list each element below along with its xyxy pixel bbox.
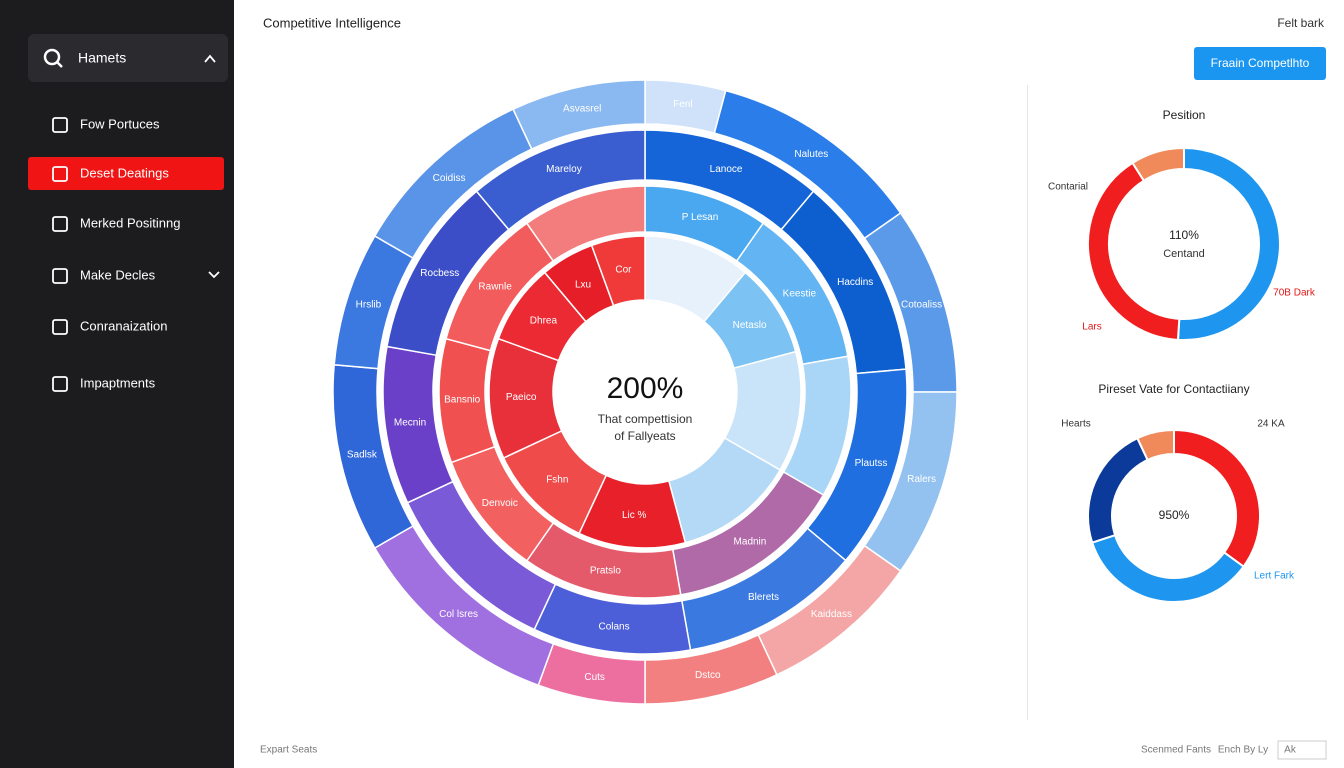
header-link[interactable]: Felt bark <box>1277 16 1325 30</box>
nav-item-active[interactable] <box>28 157 224 190</box>
segment-label: Plautss <box>855 458 888 469</box>
segment-label: Lic % <box>622 510 647 521</box>
donut-label: Hearts <box>1061 419 1090 430</box>
donut-segment[interactable] <box>1131 146 1185 183</box>
donut-label: Contarial <box>1048 182 1088 193</box>
segment-label: Lxu <box>575 279 591 290</box>
segment-label: Nalutes <box>794 149 828 160</box>
chevron[interactable] <box>204 54 216 63</box>
segment-label: Hacdins <box>837 277 873 288</box>
nav-icon <box>52 376 68 392</box>
segment-label: Lanoce <box>710 164 743 175</box>
segment-label: Pratslo <box>590 565 622 576</box>
sunburst-segment[interactable] <box>512 79 646 151</box>
donut-center-value: 110% <box>1169 228 1199 242</box>
button-label[interactable]: Fraain Competlhto <box>1211 56 1310 70</box>
nav-icon <box>52 166 68 182</box>
sunburst-segment[interactable] <box>475 129 646 231</box>
footer-text[interactable]: Ak <box>1284 745 1297 756</box>
segment-label: Hrslib <box>356 299 382 310</box>
donut-title: Pesition <box>1163 108 1206 122</box>
footer-toggle[interactable] <box>1277 740 1327 760</box>
nav-item[interactable]: Merked Positinng <box>80 215 180 230</box>
nav-item[interactable]: Deset Deatings <box>80 165 169 180</box>
footer-text: Scenmed Fants <box>1141 745 1211 756</box>
segment-label: Fenl <box>673 99 692 110</box>
segment-label: Keestie <box>783 288 817 299</box>
sunburst-segment[interactable] <box>525 185 646 262</box>
search-icon <box>56 61 63 68</box>
segment-label: Asvasrel <box>563 104 601 115</box>
segment-label: Fshn <box>546 474 568 485</box>
segment-label: Rawnle <box>478 282 512 293</box>
center-value: 200% <box>607 372 684 405</box>
page-title: Competitive Intelligence <box>263 15 401 30</box>
segment-label: Denvoic <box>482 498 518 509</box>
center-text: That compettision <box>598 412 693 426</box>
footer-text: Ench By Ly <box>1218 745 1268 756</box>
segment-label: Dstco <box>695 670 721 681</box>
sunburst-center <box>557 304 733 480</box>
segment-label: Col lsres <box>439 609 478 620</box>
segment-label: Blerets <box>748 592 779 603</box>
segment-label: Ralers <box>907 474 936 485</box>
donut-label: Lars <box>1082 322 1101 333</box>
segment-label: Kaiddass <box>811 609 852 620</box>
nav-icon <box>52 117 68 133</box>
chevron[interactable] <box>208 271 220 279</box>
donut-center-text: Centand <box>1163 248 1205 260</box>
segment-label: Rocbess <box>420 268 459 279</box>
primary-button[interactable] <box>1194 47 1326 80</box>
donut-center-value: 950% <box>1159 508 1190 522</box>
segment-label: Cor <box>615 265 632 276</box>
segment-label: Paeico <box>506 392 537 403</box>
divider <box>1027 85 1028 720</box>
segment-label: Netaslo <box>733 320 767 331</box>
segment-label: P Lesan <box>682 212 719 223</box>
segment-label: Bansnio <box>444 395 481 406</box>
segment-label: Mareloy <box>546 164 582 175</box>
nav-item[interactable]: Make Decles <box>80 267 156 282</box>
donut-label: Lert Fark <box>1254 571 1295 582</box>
segment-label: Dhrea <box>530 316 558 327</box>
segment-label: Sadlsk <box>347 449 378 460</box>
search-icon <box>43 48 61 66</box>
sunburst-segment[interactable] <box>590 235 646 307</box>
search-text[interactable]: Hamets <box>78 50 126 66</box>
donut-label: 70B Dark <box>1273 288 1316 299</box>
nav-icon <box>52 268 68 284</box>
segment-label: Mecnin <box>394 418 426 429</box>
donut-segment[interactable] <box>1136 428 1175 462</box>
nav-item[interactable]: Conranaization <box>80 318 167 333</box>
segment-label: Cuts <box>584 672 605 683</box>
sidebar <box>0 0 234 768</box>
nav-icon <box>52 216 68 232</box>
search-box[interactable] <box>28 34 228 82</box>
footer-text: Expart Seats <box>260 745 317 756</box>
donut-label: 24 KA <box>1257 419 1285 430</box>
nav-item[interactable]: Fow Portuces <box>80 116 160 131</box>
segment-label: Colans <box>598 622 629 633</box>
center-text: of Fallyeats <box>614 429 675 443</box>
segment-label: Coidiss <box>433 173 466 184</box>
nav-icon <box>52 319 68 335</box>
donut-title: Pireset Vate for Contactiiany <box>1098 382 1249 396</box>
nav-item[interactable]: Impaptments <box>80 375 156 390</box>
segment-label: Cotoaliss <box>901 299 942 310</box>
segment-label: Madnin <box>734 537 767 548</box>
